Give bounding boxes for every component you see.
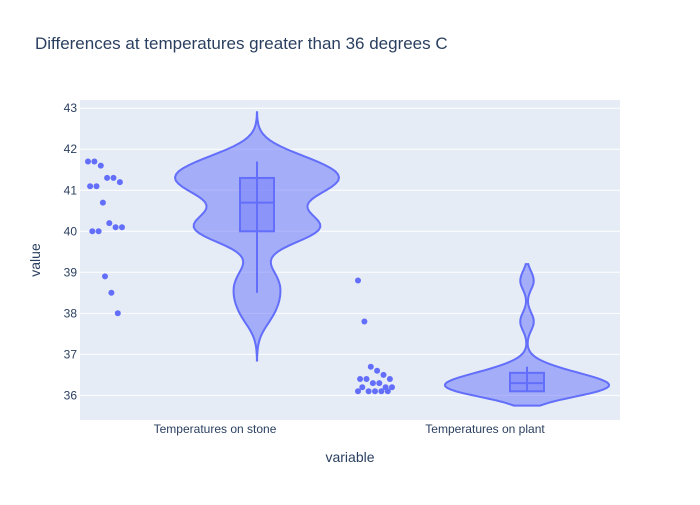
y-tick-label: 37 — [64, 347, 78, 361]
data-point — [102, 273, 108, 280]
y-tick-label: 39 — [64, 265, 78, 279]
data-point — [87, 183, 94, 190]
data-point — [95, 228, 102, 235]
data-point — [85, 158, 91, 165]
y-tick-label: 38 — [64, 306, 78, 320]
points — [85, 158, 395, 395]
data-point — [104, 174, 111, 181]
data-point — [359, 384, 366, 391]
data-point — [112, 224, 119, 231]
data-point — [361, 318, 368, 325]
y-tick-label: 40 — [64, 224, 78, 238]
data-point — [372, 388, 378, 395]
data-point — [355, 388, 361, 395]
box-iqr — [239, 176, 275, 233]
y-tick-label: 36 — [64, 388, 78, 402]
data-point — [363, 376, 370, 382]
data-point — [369, 380, 376, 387]
x-tick-label: Temperatures on plant — [425, 422, 545, 436]
data-point — [384, 388, 391, 395]
data-point — [376, 380, 383, 387]
x-axis-title: variable — [325, 449, 374, 465]
data-point — [380, 371, 387, 378]
boxes — [239, 161, 545, 393]
data-point — [93, 183, 100, 190]
y-axis-title: value — [27, 243, 43, 277]
violin-shape — [443, 263, 611, 407]
data-point — [99, 199, 106, 206]
data-point — [89, 228, 96, 235]
data-point — [91, 158, 98, 165]
grid-lines — [80, 107, 620, 396]
data-point — [389, 384, 395, 391]
y-tick-labels: 36 37 38 39 40 41 42 43 — [64, 101, 78, 402]
data-point — [365, 388, 372, 395]
data-point — [355, 277, 361, 284]
data-point — [119, 224, 125, 231]
data-point — [114, 310, 121, 317]
data-point — [386, 376, 393, 382]
data-point — [374, 367, 381, 374]
x-tick-label: Temperatures on stone — [154, 422, 277, 436]
y-tick-label: 43 — [64, 101, 78, 115]
data-point — [97, 162, 104, 169]
data-point — [378, 388, 385, 395]
y-tick-label: 42 — [64, 142, 78, 156]
chart-title: Differences at temperatures greater than… — [35, 34, 448, 53]
data-point — [116, 179, 123, 186]
data-point — [110, 174, 117, 181]
data-point — [367, 363, 374, 370]
x-tick-labels: Temperatures on stone Temperatures on pla… — [154, 422, 546, 436]
data-point — [357, 376, 364, 382]
box-iqr — [509, 371, 545, 393]
data-point — [106, 220, 113, 227]
y-tick-label: 41 — [64, 183, 78, 197]
data-point — [108, 289, 115, 296]
